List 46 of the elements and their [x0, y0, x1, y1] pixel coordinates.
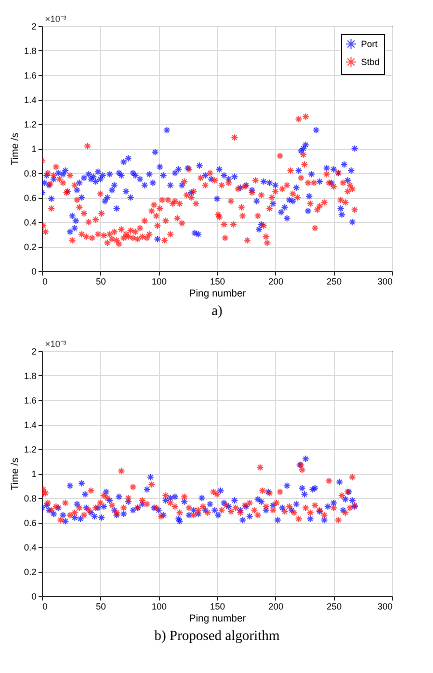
y-tick-label: 0.2	[24, 242, 36, 252]
x-tick-label: 50	[96, 602, 106, 612]
y-tick-label: 1.8	[24, 371, 36, 381]
x-axis-title: Ping number	[189, 614, 247, 624]
x-tick-label: 100	[152, 602, 167, 612]
y-tick-label: 1.6	[24, 70, 36, 80]
legend-label: Stbd	[361, 57, 380, 67]
y-tick-label: 1.2	[24, 120, 36, 130]
legend-label: Port	[361, 39, 378, 49]
y-tick-label: 0.8	[24, 494, 36, 504]
x-tick-label: 150	[210, 276, 226, 286]
x-tick-label: 50	[96, 276, 106, 286]
y-tick-label: 1.4	[24, 95, 36, 105]
x-tick-label: 200	[268, 602, 284, 612]
y-tick-label: 0	[31, 592, 36, 602]
text: ×10⁻³	[45, 14, 66, 24]
x-tick-label: 0	[42, 276, 48, 286]
x-tick-label: 150	[210, 602, 226, 612]
text: a)	[212, 304, 223, 319]
text: b) Proposed algorithm	[154, 629, 280, 644]
y-tick-label: 0.4	[24, 218, 36, 228]
x-tick-label: 250	[326, 602, 342, 612]
x-tick-label: 0	[42, 602, 48, 612]
y-tick-label: 1.4	[24, 420, 36, 430]
y-tick-label: 0.8	[24, 168, 36, 178]
y-tick-label: 1	[31, 469, 36, 479]
y-tick-label: 2	[31, 22, 36, 32]
y-axis-title: Time /s	[10, 458, 21, 490]
y-tick-label: 0	[31, 266, 36, 276]
y-tick-label: 1.6	[24, 396, 36, 406]
x-tick-label: 200	[268, 276, 284, 286]
y-tick-label: 1.2	[24, 444, 36, 454]
y-tick-label: 0.4	[24, 542, 36, 552]
y-tick-label: 1	[31, 144, 36, 154]
y-tick-label: 0.6	[24, 518, 36, 528]
x-tick-label: 300	[377, 276, 392, 286]
x-tick-label: 250	[326, 276, 342, 286]
y-tick-label: 0.6	[24, 193, 36, 203]
x-tick-label: 100	[152, 276, 167, 286]
x-tick-label: 300	[377, 602, 392, 612]
y-tick-label: 2	[31, 346, 36, 356]
y-axis-title: Time /s	[10, 132, 21, 166]
x-axis-title: Ping number	[189, 288, 247, 300]
y-tick-label: 0.2	[24, 567, 36, 577]
y-tick-label: 1.8	[24, 46, 36, 56]
text: ×10⁻³	[45, 339, 66, 349]
